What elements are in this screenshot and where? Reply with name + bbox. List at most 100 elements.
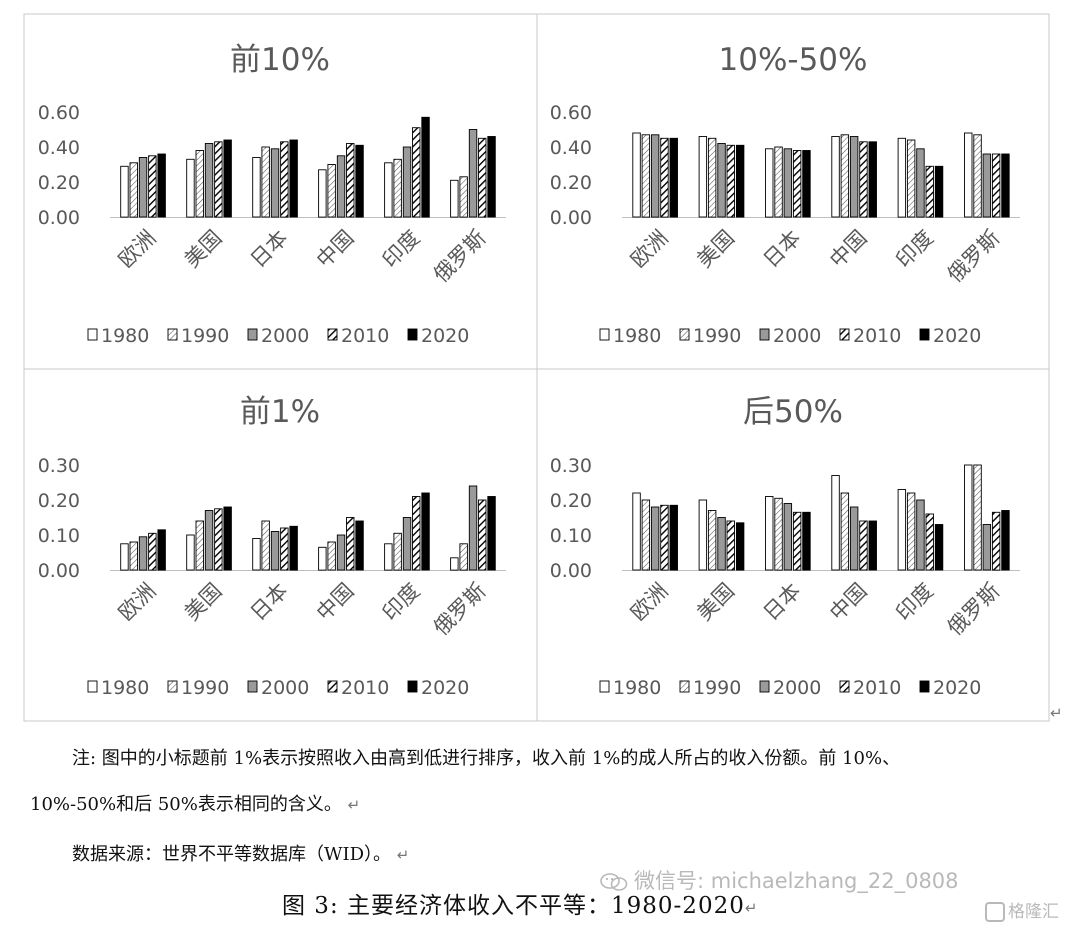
bar-2000: [717, 517, 726, 571]
bar-1990: [459, 176, 468, 218]
bar-2010: [346, 517, 355, 571]
bar-2010: [660, 137, 669, 218]
bar-2020: [157, 153, 166, 218]
legend-label: 1980: [101, 325, 149, 347]
bar-2000: [402, 517, 412, 571]
bar-2000: [468, 129, 478, 218]
legend-swatch-2010: [327, 680, 338, 693]
bar-2020: [669, 504, 678, 571]
category-label: 欧洲: [626, 579, 673, 626]
bar-2010: [859, 520, 868, 571]
bar-2000: [270, 531, 280, 571]
bar-1980: [384, 543, 393, 571]
bar-1990: [261, 520, 270, 571]
y-tick-label: 0.20: [550, 490, 592, 512]
legend-swatch-2000: [759, 328, 770, 341]
bar-1980: [964, 464, 973, 571]
bar-1990: [641, 134, 651, 218]
y-tick-label: 0.00: [38, 207, 80, 229]
bar-2010: [925, 513, 934, 571]
bar-2020: [934, 524, 944, 571]
legend: 1980 1990 2000 2010 2020: [599, 677, 981, 699]
y-tick-label: 0.00: [550, 207, 592, 229]
bar-2020: [421, 492, 430, 571]
category-label: 美国: [692, 226, 739, 273]
legend-label: 1980: [101, 677, 149, 699]
bar-2020: [735, 522, 745, 571]
panel-borders: [23, 13, 1050, 722]
bar-1980: [765, 496, 774, 571]
bar-2020: [868, 141, 877, 218]
bar-1980: [765, 148, 774, 218]
legend-swatch-2020: [407, 680, 418, 693]
bar-2000: [270, 148, 280, 218]
bar-1990: [393, 532, 402, 571]
bar-2000: [916, 499, 925, 571]
bar-2020: [802, 511, 811, 571]
legend-label: 2000: [773, 677, 821, 699]
bar-1990: [327, 541, 336, 571]
bar-1990: [195, 150, 204, 218]
legend-swatch-1990: [679, 680, 690, 693]
category-label: 中国: [825, 226, 872, 273]
bar-1980: [450, 557, 459, 571]
legend: 1980 1990 2000 2010 2020: [87, 325, 469, 347]
bar-2020: [157, 529, 166, 571]
bar-2020: [421, 116, 430, 218]
bar-2010: [991, 511, 1001, 571]
bar-1980: [632, 492, 641, 571]
legend: 1980 1990 2000 2010 2020: [599, 325, 981, 347]
bar-2020: [289, 525, 298, 571]
chart-title: 前1%: [240, 394, 320, 430]
bar-2020: [487, 136, 496, 218]
bar-1990: [195, 520, 204, 571]
category-label: 中国: [312, 226, 359, 273]
y-tick-label: 0.60: [550, 102, 592, 124]
legend-label: 2020: [933, 325, 981, 347]
legend-swatch-2020: [919, 680, 930, 693]
bar-2020: [802, 150, 811, 218]
bar-2010: [280, 141, 289, 218]
y-tick-label: 0.60: [38, 102, 80, 124]
bar-2010: [792, 150, 802, 218]
legend-swatch-1990: [167, 328, 178, 341]
bar-1990: [707, 510, 717, 571]
chart-title: 后50%: [743, 394, 843, 430]
bar-2020: [355, 520, 364, 571]
bar-1990: [906, 139, 916, 218]
bar-2000: [204, 510, 214, 571]
bar-2010: [792, 511, 802, 571]
legend-swatch-2020: [919, 328, 930, 341]
bar-1980: [632, 132, 641, 218]
note-text-2: 10%-50%和后 50%表示相同的含义。: [30, 794, 342, 815]
legend-label: 2020: [421, 325, 469, 347]
paragraph-mark-icon: ↵: [1050, 704, 1063, 722]
bar-2000: [849, 506, 859, 571]
bar-2000: [916, 148, 925, 218]
bar-2000: [650, 506, 660, 571]
bar-1990: [973, 134, 982, 218]
bar-2010: [478, 499, 487, 571]
bar-2010: [859, 141, 868, 218]
legend-swatch-1990: [679, 328, 690, 341]
category-label: 中国: [825, 579, 872, 626]
bar-1980: [384, 162, 393, 218]
note-line-1: 注: 图中的小标题前 1%表示按照收入由高到低进行排序，收入前 1%的成人所占的…: [72, 744, 900, 770]
bar-1990: [840, 492, 850, 571]
bar-2020: [735, 144, 745, 218]
bar-1990: [906, 492, 916, 571]
bar-2000: [717, 143, 726, 218]
bar-2020: [1001, 510, 1010, 571]
bar-1990: [774, 146, 783, 218]
bar-1980: [318, 169, 327, 218]
note-line-2: 10%-50%和后 50%表示相同的含义。 ↵: [30, 790, 360, 816]
brand-text: 格隆汇: [1008, 902, 1059, 922]
y-tick-label: 0.00: [550, 560, 592, 582]
wechat-icon: [600, 873, 628, 891]
bar-1980: [252, 538, 261, 571]
legend-swatch-1990: [167, 680, 178, 693]
legend-label: 2000: [261, 677, 309, 699]
bar-1980: [120, 543, 129, 571]
y-tick-label: 0.10: [550, 525, 592, 547]
bar-2010: [660, 504, 669, 571]
